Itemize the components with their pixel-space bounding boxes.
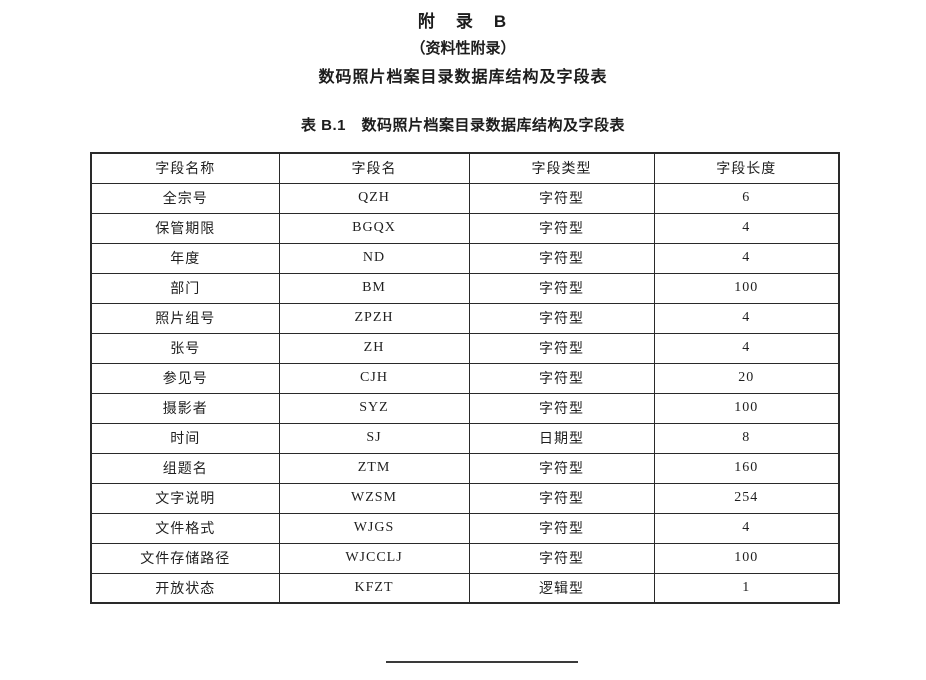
table-cell: SJ: [278, 422, 470, 454]
table-cell: ZTM: [278, 452, 470, 484]
table-cell: 全宗号: [90, 182, 280, 214]
table-row: 年度 ND 字符型 4: [90, 242, 840, 274]
table-cell: 6: [653, 182, 840, 214]
table-cell: QZH: [278, 182, 470, 214]
table-cell: 字符型: [468, 482, 655, 514]
table-cell: 254: [653, 482, 840, 514]
table-cell: ZH: [278, 332, 470, 364]
table-cell: 文件存储路径: [90, 542, 280, 574]
table-row: 张号 ZH 字符型 4: [90, 332, 840, 364]
table-cell: SYZ: [278, 392, 470, 424]
table-header-row: 字段名称 字段名 字段类型 字段长度: [90, 152, 840, 184]
table-row: 全宗号 QZH 字符型 6: [90, 182, 840, 214]
table-row: 部门 BM 字符型 100: [90, 272, 840, 304]
table-cell: 100: [653, 542, 840, 574]
fields-table: 字段名称 字段名 字段类型 字段长度 全宗号 QZH 字符型 6 保管期限 BGQX 字符型…: [90, 152, 840, 604]
table-cell: 文件格式: [90, 512, 280, 544]
table-cell: 开放状态: [90, 572, 280, 604]
column-header-field-type: 字段类型: [468, 152, 655, 184]
table-cell: 字符型: [468, 242, 655, 274]
table-cell: 100: [653, 272, 840, 304]
table-cell: 字符型: [468, 302, 655, 334]
table-cell: 摄影者: [90, 392, 280, 424]
table-cell: WJCCLJ: [278, 542, 470, 574]
table-row: 时间 SJ 日期型 8: [90, 422, 840, 454]
table-cell: WZSM: [278, 482, 470, 514]
table-cell: WJGS: [278, 512, 470, 544]
table-caption: 表 B.1 数码照片档案目录数据库结构及字段表: [300, 117, 625, 134]
table-cell: 字符型: [468, 512, 655, 544]
table-cell: 20: [653, 362, 840, 394]
table-cell: 字符型: [468, 272, 655, 304]
table-cell: 张号: [90, 332, 280, 364]
column-header-field-length: 字段长度: [653, 152, 840, 184]
table-cell: 字符型: [468, 392, 655, 424]
table-cell: 4: [653, 212, 840, 244]
table-cell: 4: [653, 242, 840, 274]
table-row: 开放状态 KFZT 逻辑型 1: [90, 572, 840, 604]
table-cell: 参见号: [90, 362, 280, 394]
appendix-heading: 数码照片档案目录数据库结构及字段表: [318, 69, 608, 86]
table-cell: 文字说明: [90, 482, 280, 514]
table-row: 文件存储路径 WJCCLJ 字符型 100: [90, 542, 840, 574]
table-cell: BGQX: [278, 212, 470, 244]
table-row: 组题名 ZTM 字符型 160: [90, 452, 840, 484]
table-cell: 字符型: [468, 212, 655, 244]
table-cell: 4: [653, 302, 840, 334]
table-cell: KFZT: [278, 572, 470, 604]
table-cell: 照片组号: [90, 302, 280, 334]
table-row: 照片组号 ZPZH 字符型 4: [90, 302, 840, 334]
table-cell: 字符型: [468, 332, 655, 364]
table-cell: 8: [653, 422, 840, 454]
appendix-subtitle: （资料性附录）: [410, 40, 516, 57]
table-cell: ND: [278, 242, 470, 274]
table-cell: 字符型: [468, 542, 655, 574]
table-cell: CJH: [278, 362, 470, 394]
table-cell: 逻辑型: [468, 572, 655, 604]
table-body: 全宗号 QZH 字符型 6 保管期限 BGQX 字符型 4 年度 ND 字符型 4 部门 BM 字符型 100…: [90, 182, 840, 604]
table-cell: 100: [653, 392, 840, 424]
table-cell: BM: [278, 272, 470, 304]
column-header-field-title: 字段名称: [90, 152, 280, 184]
table-cell: 字符型: [468, 452, 655, 484]
table-row: 文字说明 WZSM 字符型 254: [90, 482, 840, 514]
table-cell: 4: [653, 512, 840, 544]
table-row: 保管期限 BGQX 字符型 4: [90, 212, 840, 244]
table-cell: 部门: [90, 272, 280, 304]
table-row: 参见号 CJH 字符型 20: [90, 362, 840, 394]
table-cell: 字符型: [468, 182, 655, 214]
table-cell: 保管期限: [90, 212, 280, 244]
footer-divider: [386, 661, 578, 663]
table-cell: ZPZH: [278, 302, 470, 334]
table-cell: 年度: [90, 242, 280, 274]
table-cell: 组题名: [90, 452, 280, 484]
table-cell: 1: [653, 572, 840, 604]
table-cell: 160: [653, 452, 840, 484]
table-row: 摄影者 SYZ 字符型 100: [90, 392, 840, 424]
column-header-field-name: 字段名: [278, 152, 470, 184]
table-row: 文件格式 WJGS 字符型 4: [90, 512, 840, 544]
table-cell: 时间: [90, 422, 280, 454]
appendix-title: 附 录 B: [417, 12, 509, 31]
table-cell: 字符型: [468, 362, 655, 394]
table-cell: 4: [653, 332, 840, 364]
table-cell: 日期型: [468, 422, 655, 454]
